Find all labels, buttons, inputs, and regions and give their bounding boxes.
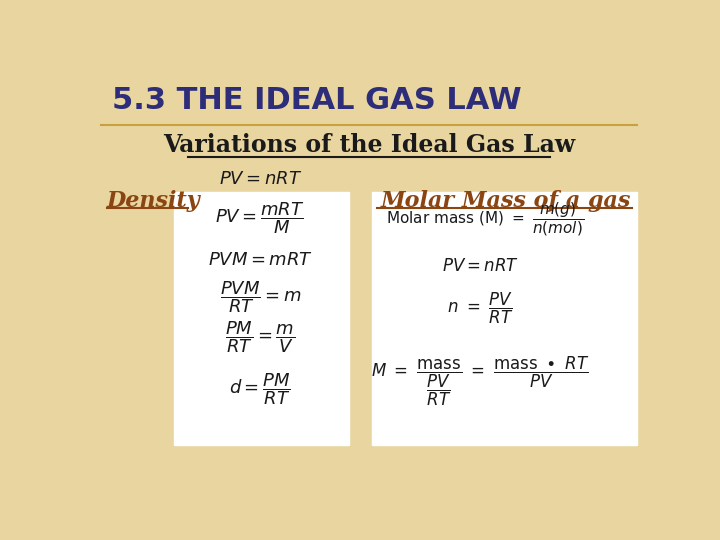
Text: $d = \dfrac{PM}{RT}$: $d = \dfrac{PM}{RT}$ — [229, 372, 291, 407]
Text: $PV = nRT$: $PV = nRT$ — [442, 258, 519, 275]
Text: $n\ =\ \dfrac{PV}{RT}$: $n\ =\ \dfrac{PV}{RT}$ — [447, 291, 514, 326]
FancyBboxPatch shape — [174, 192, 349, 446]
Text: $\mathrm{Molar\ mass\ (M)}\ =\ \dfrac{m(g)}{n(mol)}$: $\mathrm{Molar\ mass\ (M)}\ =\ \dfrac{m(… — [386, 200, 584, 238]
Text: Variations of the Ideal Gas Law: Variations of the Ideal Gas Law — [163, 133, 575, 157]
Text: Molar Mass of a gas: Molar Mass of a gas — [381, 190, 631, 212]
Text: Density: Density — [107, 190, 200, 212]
Text: $PVM = mRT$: $PVM = mRT$ — [207, 251, 312, 269]
Text: $\dfrac{PM}{RT} = \dfrac{m}{V}$: $\dfrac{PM}{RT} = \dfrac{m}{V}$ — [225, 319, 295, 355]
Text: $PV = nRT$: $PV = nRT$ — [218, 170, 302, 188]
Text: 5.3 THE IDEAL GAS LAW: 5.3 THE IDEAL GAS LAW — [112, 85, 522, 114]
Text: $PV = \dfrac{mRT}{M}$: $PV = \dfrac{mRT}{M}$ — [215, 201, 305, 237]
FancyBboxPatch shape — [372, 192, 637, 446]
Text: $M\ =\ \dfrac{\mathrm{mass}}{\dfrac{PV}{RT}}\ =\ \dfrac{\mathrm{mass}\ \bullet\ : $M\ =\ \dfrac{\mathrm{mass}}{\dfrac{PV}{… — [372, 354, 590, 408]
Text: $\dfrac{PVM}{RT} = m$: $\dfrac{PVM}{RT} = m$ — [220, 280, 301, 315]
